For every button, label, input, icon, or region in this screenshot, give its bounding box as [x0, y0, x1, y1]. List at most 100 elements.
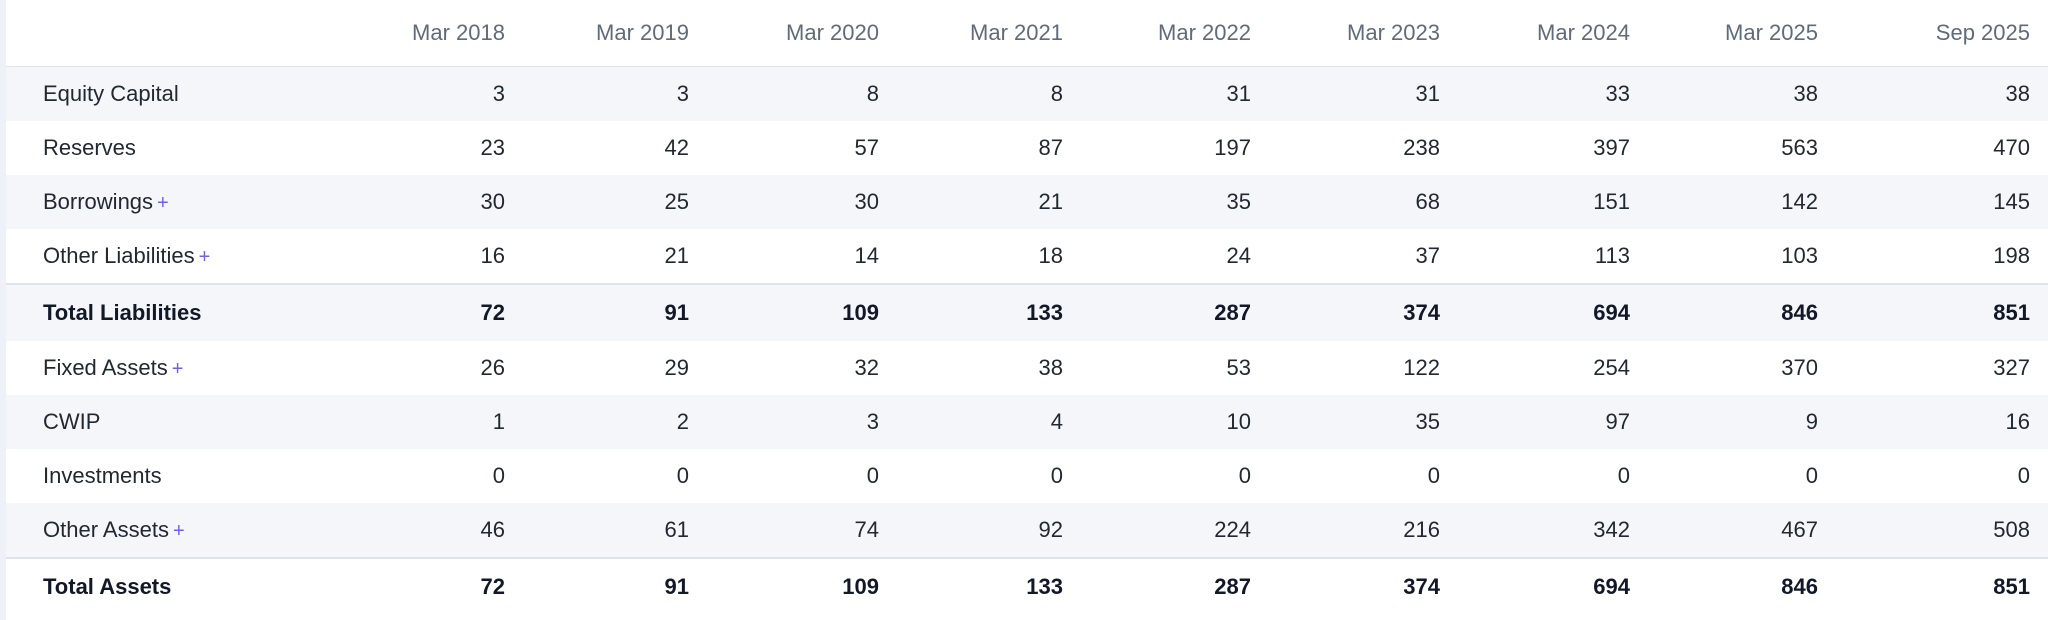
total-row: Total Liabilities 72 91 109 133 287 374 … — [6, 283, 2048, 341]
cell-value: 87 — [1038, 135, 1063, 160]
header-row: Mar 2018 Mar 2019 Mar 2020 Mar 2021 Mar … — [6, 0, 2048, 67]
cell-value: 32 — [854, 355, 879, 380]
cell-value: 197 — [1214, 135, 1251, 160]
cell-value: 238 — [1403, 135, 1440, 160]
row-label: CWIP — [6, 395, 373, 449]
cell-value: 91 — [523, 557, 707, 615]
cell-value: 0 — [676, 463, 689, 488]
cell-value: 92 — [897, 503, 1081, 558]
cell-value: 0 — [866, 463, 879, 488]
cell-value: 91 — [523, 283, 707, 341]
cell-value: 198 — [1993, 243, 2030, 268]
table-row: Other Assets + 46 61 74 92 224 216 342 46… — [6, 503, 2048, 558]
cell-value: 14 — [854, 243, 879, 268]
label-column-header — [6, 0, 373, 67]
row-label: Other Assets + — [6, 503, 373, 558]
cell-value: 35 — [1081, 175, 1269, 229]
column-header: Mar 2022 — [1081, 0, 1269, 67]
row-label-text: Investments — [43, 463, 162, 488]
cell-value: 103 — [1781, 243, 1818, 268]
row-label-text: Equity Capital — [43, 81, 179, 106]
cell-value: 851 — [1836, 283, 2048, 341]
cell-value: 57 — [854, 135, 879, 160]
cell-value: 72 — [373, 283, 523, 341]
table-row: Borrowings + 30 25 30 21 35 68 151 142 14… — [6, 175, 2048, 229]
cell-value: 133 — [897, 283, 1081, 341]
cell-value: 46 — [373, 503, 523, 558]
row-label-text: Total Assets — [43, 574, 172, 599]
column-header: Mar 2025 — [1648, 0, 1836, 67]
cell-value: 0 — [1427, 463, 1440, 488]
column-header: Mar 2018 — [373, 0, 523, 67]
table-row: Equity Capital 3 3 8 8 31 31 33 38 38 — [6, 66, 2048, 121]
cell-value: 29 — [664, 355, 689, 380]
cell-value: 224 — [1081, 503, 1269, 558]
column-header: Sep 2025 — [1836, 0, 2048, 67]
row-label-text: Borrowings — [43, 189, 154, 214]
total-row: Total Assets 72 91 109 133 287 374 694 8… — [6, 557, 2048, 615]
cell-value: 37 — [1415, 243, 1440, 268]
cell-value: 38 — [1038, 355, 1063, 380]
row-label: Other Liabilities + — [6, 229, 373, 284]
cell-value: 1 — [373, 395, 523, 449]
cell-value: 31 — [1269, 66, 1458, 121]
table-row: CWIP 1 2 3 4 10 35 97 9 16 — [6, 395, 2048, 449]
column-header: Mar 2020 — [707, 0, 897, 67]
table-row: Other Liabilities + 16 21 14 18 24 37 113… — [6, 229, 2048, 284]
row-label-text: Fixed Assets — [43, 355, 168, 380]
cell-value: 846 — [1648, 557, 1836, 615]
cell-value: 33 — [1458, 66, 1648, 121]
expand-other-liabilities-button[interactable]: + — [198, 246, 211, 268]
cell-value: 24 — [1226, 243, 1251, 268]
cell-value: 61 — [523, 503, 707, 558]
cell-value: 8 — [707, 66, 897, 121]
cell-value: 16 — [480, 243, 505, 268]
cell-value: 694 — [1458, 557, 1648, 615]
expand-other-assets-button[interactable]: + — [172, 520, 185, 542]
table-row: Fixed Assets + 26 29 32 38 53 122 254 370… — [6, 341, 2048, 395]
expand-fixed-assets-button[interactable]: + — [171, 358, 184, 380]
cell-value: 38 — [1836, 66, 2048, 121]
table-row: Reserves 23 42 57 87 197 238 397 563 470 — [6, 121, 2048, 175]
cell-value: 0 — [1617, 463, 1630, 488]
cell-value: 508 — [1836, 503, 2048, 558]
row-label-text: Total Liabilities — [43, 300, 202, 325]
cell-value: 72 — [373, 557, 523, 615]
row-label: Reserves — [6, 121, 373, 175]
cell-value: 42 — [664, 135, 689, 160]
row-label: Equity Capital — [6, 66, 373, 121]
row-label-text: Other Assets — [43, 517, 169, 542]
cell-value: 25 — [523, 175, 707, 229]
cell-value: 563 — [1781, 135, 1818, 160]
cell-value: 342 — [1458, 503, 1648, 558]
cell-value: 133 — [897, 557, 1081, 615]
cell-value: 327 — [1993, 355, 2030, 380]
balance-sheet-table: Mar 2018 Mar 2019 Mar 2020 Mar 2021 Mar … — [6, 0, 2048, 615]
cell-value: 68 — [1269, 175, 1458, 229]
cell-value: 53 — [1226, 355, 1251, 380]
cell-value: 694 — [1458, 283, 1648, 341]
cell-value: 10 — [1081, 395, 1269, 449]
row-label: Total Liabilities — [6, 283, 373, 341]
cell-value: 97 — [1458, 395, 1648, 449]
cell-value: 35 — [1269, 395, 1458, 449]
column-header: Mar 2019 — [523, 0, 707, 67]
cell-value: 9 — [1648, 395, 1836, 449]
row-label: Borrowings + — [6, 175, 373, 229]
cell-value: 374 — [1269, 283, 1458, 341]
column-header: Mar 2023 — [1269, 0, 1458, 67]
cell-value: 16 — [1836, 395, 2048, 449]
cell-value: 470 — [1993, 135, 2030, 160]
column-header: Mar 2021 — [897, 0, 1081, 67]
cell-value: 3 — [707, 395, 897, 449]
cell-value: 374 — [1269, 557, 1458, 615]
cell-value: 30 — [707, 175, 897, 229]
expand-borrowings-button[interactable]: + — [157, 192, 169, 214]
cell-value: 0 — [492, 463, 505, 488]
cell-value: 26 — [480, 355, 505, 380]
cell-value: 74 — [707, 503, 897, 558]
cell-value: 30 — [373, 175, 523, 229]
cell-value: 287 — [1081, 557, 1269, 615]
table-row: Investments 0 0 0 0 0 0 0 0 0 — [6, 449, 2048, 503]
cell-value: 38 — [1648, 66, 1836, 121]
